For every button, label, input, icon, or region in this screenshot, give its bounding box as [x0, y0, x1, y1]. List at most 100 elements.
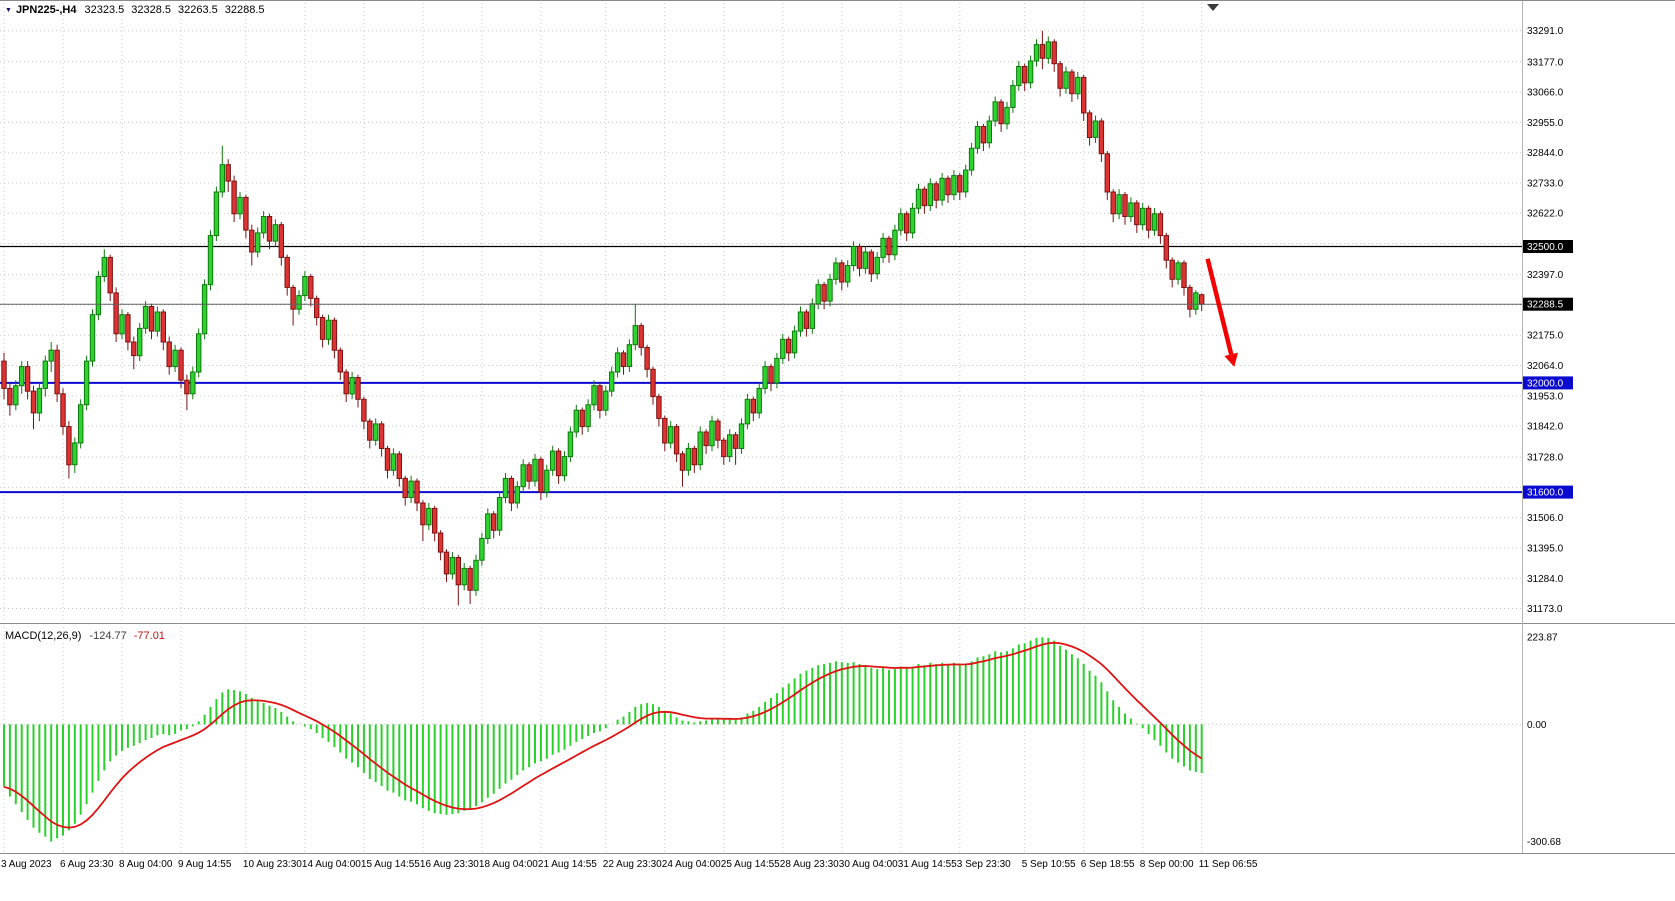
- candle: [520, 459, 526, 493]
- price-axis-label: 32064.0: [1527, 361, 1564, 372]
- candle: [756, 382, 762, 419]
- price-axis[interactable]: 33291.0 33177.0 33066.0 32955.0 32844.0 32733…: [1523, 26, 1573, 848]
- candle: [1086, 110, 1093, 146]
- candle: [573, 404, 579, 438]
- candle: [732, 432, 739, 465]
- candle: [201, 279, 208, 340]
- candle: [272, 219, 279, 247]
- candle: [791, 325, 798, 359]
- chart-header: ▼ JPN225-,H4 32323.5 32328.5 32263.5 322…: [5, 4, 272, 16]
- candle: [868, 249, 874, 282]
- grid: [0, 3, 1522, 853]
- candle: [850, 241, 857, 272]
- candle: [945, 175, 951, 203]
- candle: [148, 303, 155, 340]
- candle: [673, 423, 680, 462]
- candle: [738, 418, 745, 454]
- candle: [833, 257, 839, 285]
- candle: [1081, 74, 1087, 121]
- candle: [331, 317, 338, 359]
- time-axis-label: 8 Aug 04:00: [119, 859, 173, 870]
- candle: [78, 399, 84, 449]
- candle: [396, 451, 403, 487]
- candle: [255, 227, 261, 258]
- candle: [1169, 257, 1175, 288]
- time-axis[interactable]: 3 Aug 2023 6 Aug 23:30 8 Aug 04:00 9 Aug 14…: [1, 859, 1258, 870]
- candle: [508, 475, 515, 512]
- candle: [314, 295, 320, 326]
- candle: [1175, 260, 1181, 285]
- candle: [349, 372, 355, 400]
- ohlc-open: 32323.5: [84, 4, 125, 16]
- candle: [909, 202, 916, 239]
- candle: [131, 336, 137, 370]
- candle: [839, 260, 845, 291]
- candle: [963, 164, 969, 198]
- candle: [933, 181, 939, 209]
- candle: [302, 271, 308, 302]
- bar-shift-marker-icon[interactable]: [1207, 4, 1219, 11]
- candle: [691, 445, 697, 473]
- candle: [373, 418, 379, 446]
- candle: [1027, 55, 1034, 89]
- candle: [656, 393, 662, 427]
- candle: [355, 374, 361, 408]
- candle: [1045, 36, 1051, 64]
- candle: [544, 464, 550, 498]
- candle: [1110, 189, 1116, 222]
- candle: [101, 249, 107, 282]
- price-axis-label: 33291.0: [1527, 26, 1564, 37]
- candle: [750, 396, 756, 422]
- candle: [30, 385, 37, 430]
- candle: [60, 388, 66, 435]
- time-axis-label: 24 Aug 04:00: [662, 859, 721, 870]
- candle: [662, 415, 668, 452]
- candle: [337, 347, 344, 381]
- candle: [502, 473, 509, 503]
- candle: [697, 426, 703, 471]
- candle: [237, 192, 243, 220]
- candle: [455, 554, 462, 606]
- candle: [998, 99, 1004, 132]
- candle: [1051, 39, 1057, 72]
- svg-text:32500.0: 32500.0: [1527, 242, 1564, 253]
- candle: [1010, 80, 1016, 113]
- candle: [762, 361, 768, 394]
- price-axis-label: 31395.0: [1527, 544, 1564, 555]
- candle: [1, 352, 7, 400]
- candle: [408, 475, 414, 503]
- candle: [225, 159, 231, 192]
- candle: [66, 421, 72, 479]
- candle: [951, 170, 957, 201]
- candle: [957, 172, 963, 201]
- candle: [1098, 118, 1105, 162]
- symbol-dropdown-icon[interactable]: ▼: [5, 6, 12, 14]
- price-axis-label: 32955.0: [1527, 118, 1564, 129]
- candle: [721, 437, 727, 465]
- candle: [437, 530, 444, 561]
- candle: [1116, 189, 1122, 220]
- candle: [1193, 290, 1199, 315]
- candle: [461, 563, 467, 591]
- candle: [845, 260, 851, 288]
- candle: [526, 462, 532, 490]
- candle: [650, 366, 656, 405]
- ohlc-low: 32263.5: [178, 4, 218, 16]
- candle: [862, 246, 869, 274]
- candle: [1140, 202, 1146, 231]
- candle: [142, 301, 149, 334]
- candle: [402, 475, 408, 506]
- time-axis-label: 6 Sep 18:55: [1081, 859, 1135, 870]
- candle: [1039, 30, 1046, 70]
- candle: [880, 232, 886, 263]
- price-tag: 31600.0: [1523, 485, 1573, 499]
- macd-header: MACD(12,26,9) -124.77 -77.01: [5, 630, 165, 642]
- time-axis-label: 5 Sep 10:55: [1022, 859, 1076, 870]
- candle: [1151, 208, 1158, 236]
- time-axis-label: 16 Aug 23:30: [420, 859, 479, 870]
- candle: [308, 273, 314, 307]
- time-axis-label: 8 Sep 00:00: [1140, 859, 1194, 870]
- candle: [1187, 284, 1193, 318]
